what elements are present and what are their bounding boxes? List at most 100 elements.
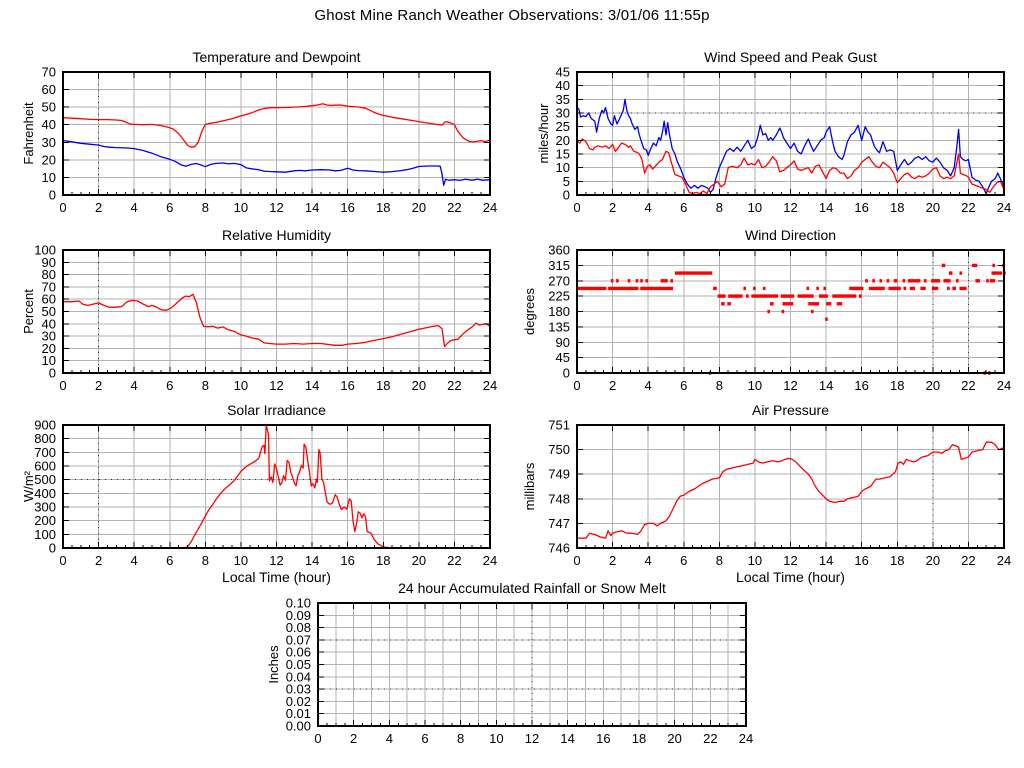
y-tick-label: 0.02 <box>286 694 311 709</box>
x-tick-label: 0 <box>59 553 66 568</box>
x-tick-label: 14 <box>305 378 319 393</box>
y-tick-label: 0.04 <box>286 669 311 684</box>
gridlines <box>318 603 746 726</box>
chart-rainfall: 0 2 4 6 8 10 12 14 16 18 20 22 240.000.010.020.030.0… <box>266 580 753 746</box>
y-tick-label: 40 <box>42 117 56 132</box>
x-tick-label: 6 <box>680 200 687 215</box>
y-tick-label: 749 <box>548 467 570 482</box>
chart-winddirection: 0 2 4 6 8 10 12 14 16 18 20 22 240459013518022527031… <box>522 227 1011 393</box>
gridlines <box>63 425 490 548</box>
x-tick-label: 6 <box>166 200 173 215</box>
x-tick-label: 16 <box>854 553 868 568</box>
x-tick-label: 22 <box>447 553 461 568</box>
y-tick-label: 180 <box>548 304 570 319</box>
y-tick-label: 35 <box>556 92 570 107</box>
y-tick-label: 747 <box>548 516 570 531</box>
y-tick-label: 70 <box>42 65 56 80</box>
y-tick-label: 500 <box>34 472 56 487</box>
x-tick-label: 4 <box>131 200 138 215</box>
y-tick-label: 0.03 <box>286 682 311 697</box>
series-solar-irradiance <box>63 424 490 549</box>
y-tick-label: 600 <box>34 459 56 474</box>
x-tick-label: 20 <box>412 553 426 568</box>
x-tick-label: 20 <box>667 731 681 746</box>
x-tick-label: 12 <box>783 200 797 215</box>
y-tick-label: 135 <box>548 319 570 334</box>
y-tick-label: 90 <box>556 335 570 350</box>
x-tick-label: 6 <box>680 553 687 568</box>
y-tick-label: 15 <box>556 147 570 162</box>
chart-windspeed: 0 2 4 6 8 10 12 14 16 18 20 22 24051015202530354045W… <box>536 49 1011 215</box>
x-tick-label: 10 <box>234 553 248 568</box>
x-tick-label: 0 <box>573 378 580 393</box>
x-tick-label: 2 <box>95 553 102 568</box>
x-axis-label: Local Time (hour) <box>736 569 845 585</box>
axis-ticks <box>62 71 491 196</box>
x-tick-label: 20 <box>926 200 940 215</box>
y-tick-label: 748 <box>548 491 570 506</box>
x-tick-label: 20 <box>926 553 940 568</box>
x-tick-label: 10 <box>234 200 248 215</box>
gridlines <box>63 72 490 195</box>
x-tick-label: 12 <box>783 553 797 568</box>
series-peak-gust <box>576 98 1005 195</box>
y-tick-label: 90 <box>42 255 56 270</box>
x-tick-label: 22 <box>447 200 461 215</box>
y-tick-label: 10 <box>42 353 56 368</box>
y-tick-label: 45 <box>556 65 570 80</box>
y-tick-label: 100 <box>34 243 56 258</box>
chart-humidity: 0 2 4 6 8 10 12 14 16 18 20 22 240102030405060708090… <box>21 227 497 393</box>
x-tick-label: 22 <box>703 731 717 746</box>
x-tick-label: 22 <box>961 200 975 215</box>
axis-ticks <box>317 602 747 727</box>
y-tick-label: 20 <box>42 152 56 167</box>
x-tick-label: 16 <box>340 553 354 568</box>
x-tick-label: 4 <box>131 553 138 568</box>
y-tick-label: 0 <box>49 188 56 203</box>
y-tick-label: 750 <box>548 442 570 457</box>
y-tick-label: 0.01 <box>286 706 311 721</box>
y-tick-label: 0.10 <box>286 596 311 611</box>
series-relative-humidity <box>63 293 491 348</box>
x-tick-label: 24 <box>997 378 1011 393</box>
x-tick-label: 12 <box>269 200 283 215</box>
x-tick-label: 10 <box>748 200 762 215</box>
x-tick-label: 18 <box>890 378 904 393</box>
x-tick-label: 14 <box>819 553 833 568</box>
x-tick-label: 8 <box>202 553 209 568</box>
y-tick-label: 10 <box>42 170 56 185</box>
axis-ticks <box>576 424 1005 549</box>
y-axis-label: miles/hour <box>536 103 551 164</box>
x-tick-label: 10 <box>748 378 762 393</box>
y-tick-label: 60 <box>42 292 56 307</box>
x-tick-label: 24 <box>997 553 1011 568</box>
page-title: Ghost Mine Ranch Weather Observations: 3… <box>314 7 710 24</box>
x-tick-label: 2 <box>609 200 616 215</box>
x-tick-label: 8 <box>457 731 464 746</box>
x-tick-label: 16 <box>854 200 868 215</box>
y-tick-label: 0.06 <box>286 645 311 660</box>
x-tick-label: 0 <box>573 200 580 215</box>
x-tick-label: 6 <box>421 731 428 746</box>
x-tick-label: 2 <box>609 553 616 568</box>
x-tick-label: 8 <box>716 200 723 215</box>
x-tick-label: 18 <box>376 200 390 215</box>
y-tick-label: 0 <box>563 366 570 381</box>
x-tick-label: 4 <box>645 553 652 568</box>
chart-title: Temperature and Dewpoint <box>192 49 360 65</box>
gridlines <box>577 425 1004 548</box>
x-tick-label: 4 <box>386 731 393 746</box>
x-tick-label: 6 <box>166 378 173 393</box>
x-tick-label: 8 <box>202 378 209 393</box>
x-tick-label: 6 <box>166 553 173 568</box>
y-tick-label: 30 <box>556 106 570 121</box>
x-tick-label: 24 <box>483 553 497 568</box>
x-axis-label: Local Time (hour) <box>222 569 331 585</box>
series-air-pressure <box>577 441 1005 539</box>
y-tick-label: 751 <box>548 418 570 433</box>
x-tick-label: 8 <box>202 200 209 215</box>
chart-temperature: 0 2 4 6 8 10 12 14 16 18 20 22 24010203040506070Temp… <box>21 49 497 215</box>
x-tick-label: 0 <box>573 553 580 568</box>
x-tick-label: 10 <box>748 553 762 568</box>
series-wind-speed <box>576 138 1005 195</box>
